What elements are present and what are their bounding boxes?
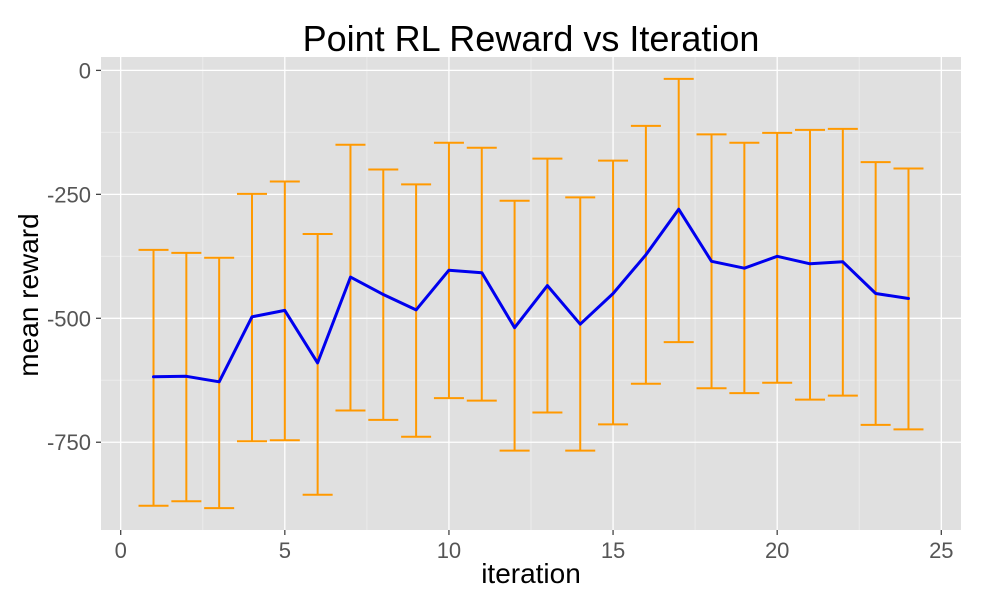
y-tick-label: -750	[47, 430, 91, 455]
y-tick-label: 0	[79, 58, 91, 83]
series-line-group	[152, 207, 910, 384]
x-tick-label: 0	[115, 538, 127, 563]
x-tick-label: 20	[765, 538, 789, 563]
x-tick-label: 15	[601, 538, 625, 563]
y-tick-label: -500	[47, 306, 91, 331]
grid-minor	[101, 57, 961, 530]
error-bar	[302, 233, 333, 496]
x-axis-ticks: 0 5 10 15 20 25	[115, 530, 954, 563]
series-line	[152, 207, 910, 384]
x-tick-label: 5	[279, 538, 291, 563]
x-tick-label: 10	[437, 538, 461, 563]
x-axis-label: iteration	[481, 558, 581, 589]
y-tick-label: -250	[47, 182, 91, 207]
y-axis-ticks: 0 -250 -500 -750	[47, 58, 101, 455]
chart-title: Point RL Reward vs Iteration	[303, 18, 760, 59]
y-axis-label: mean reward	[13, 213, 44, 376]
x-tick-label: 25	[929, 538, 953, 563]
